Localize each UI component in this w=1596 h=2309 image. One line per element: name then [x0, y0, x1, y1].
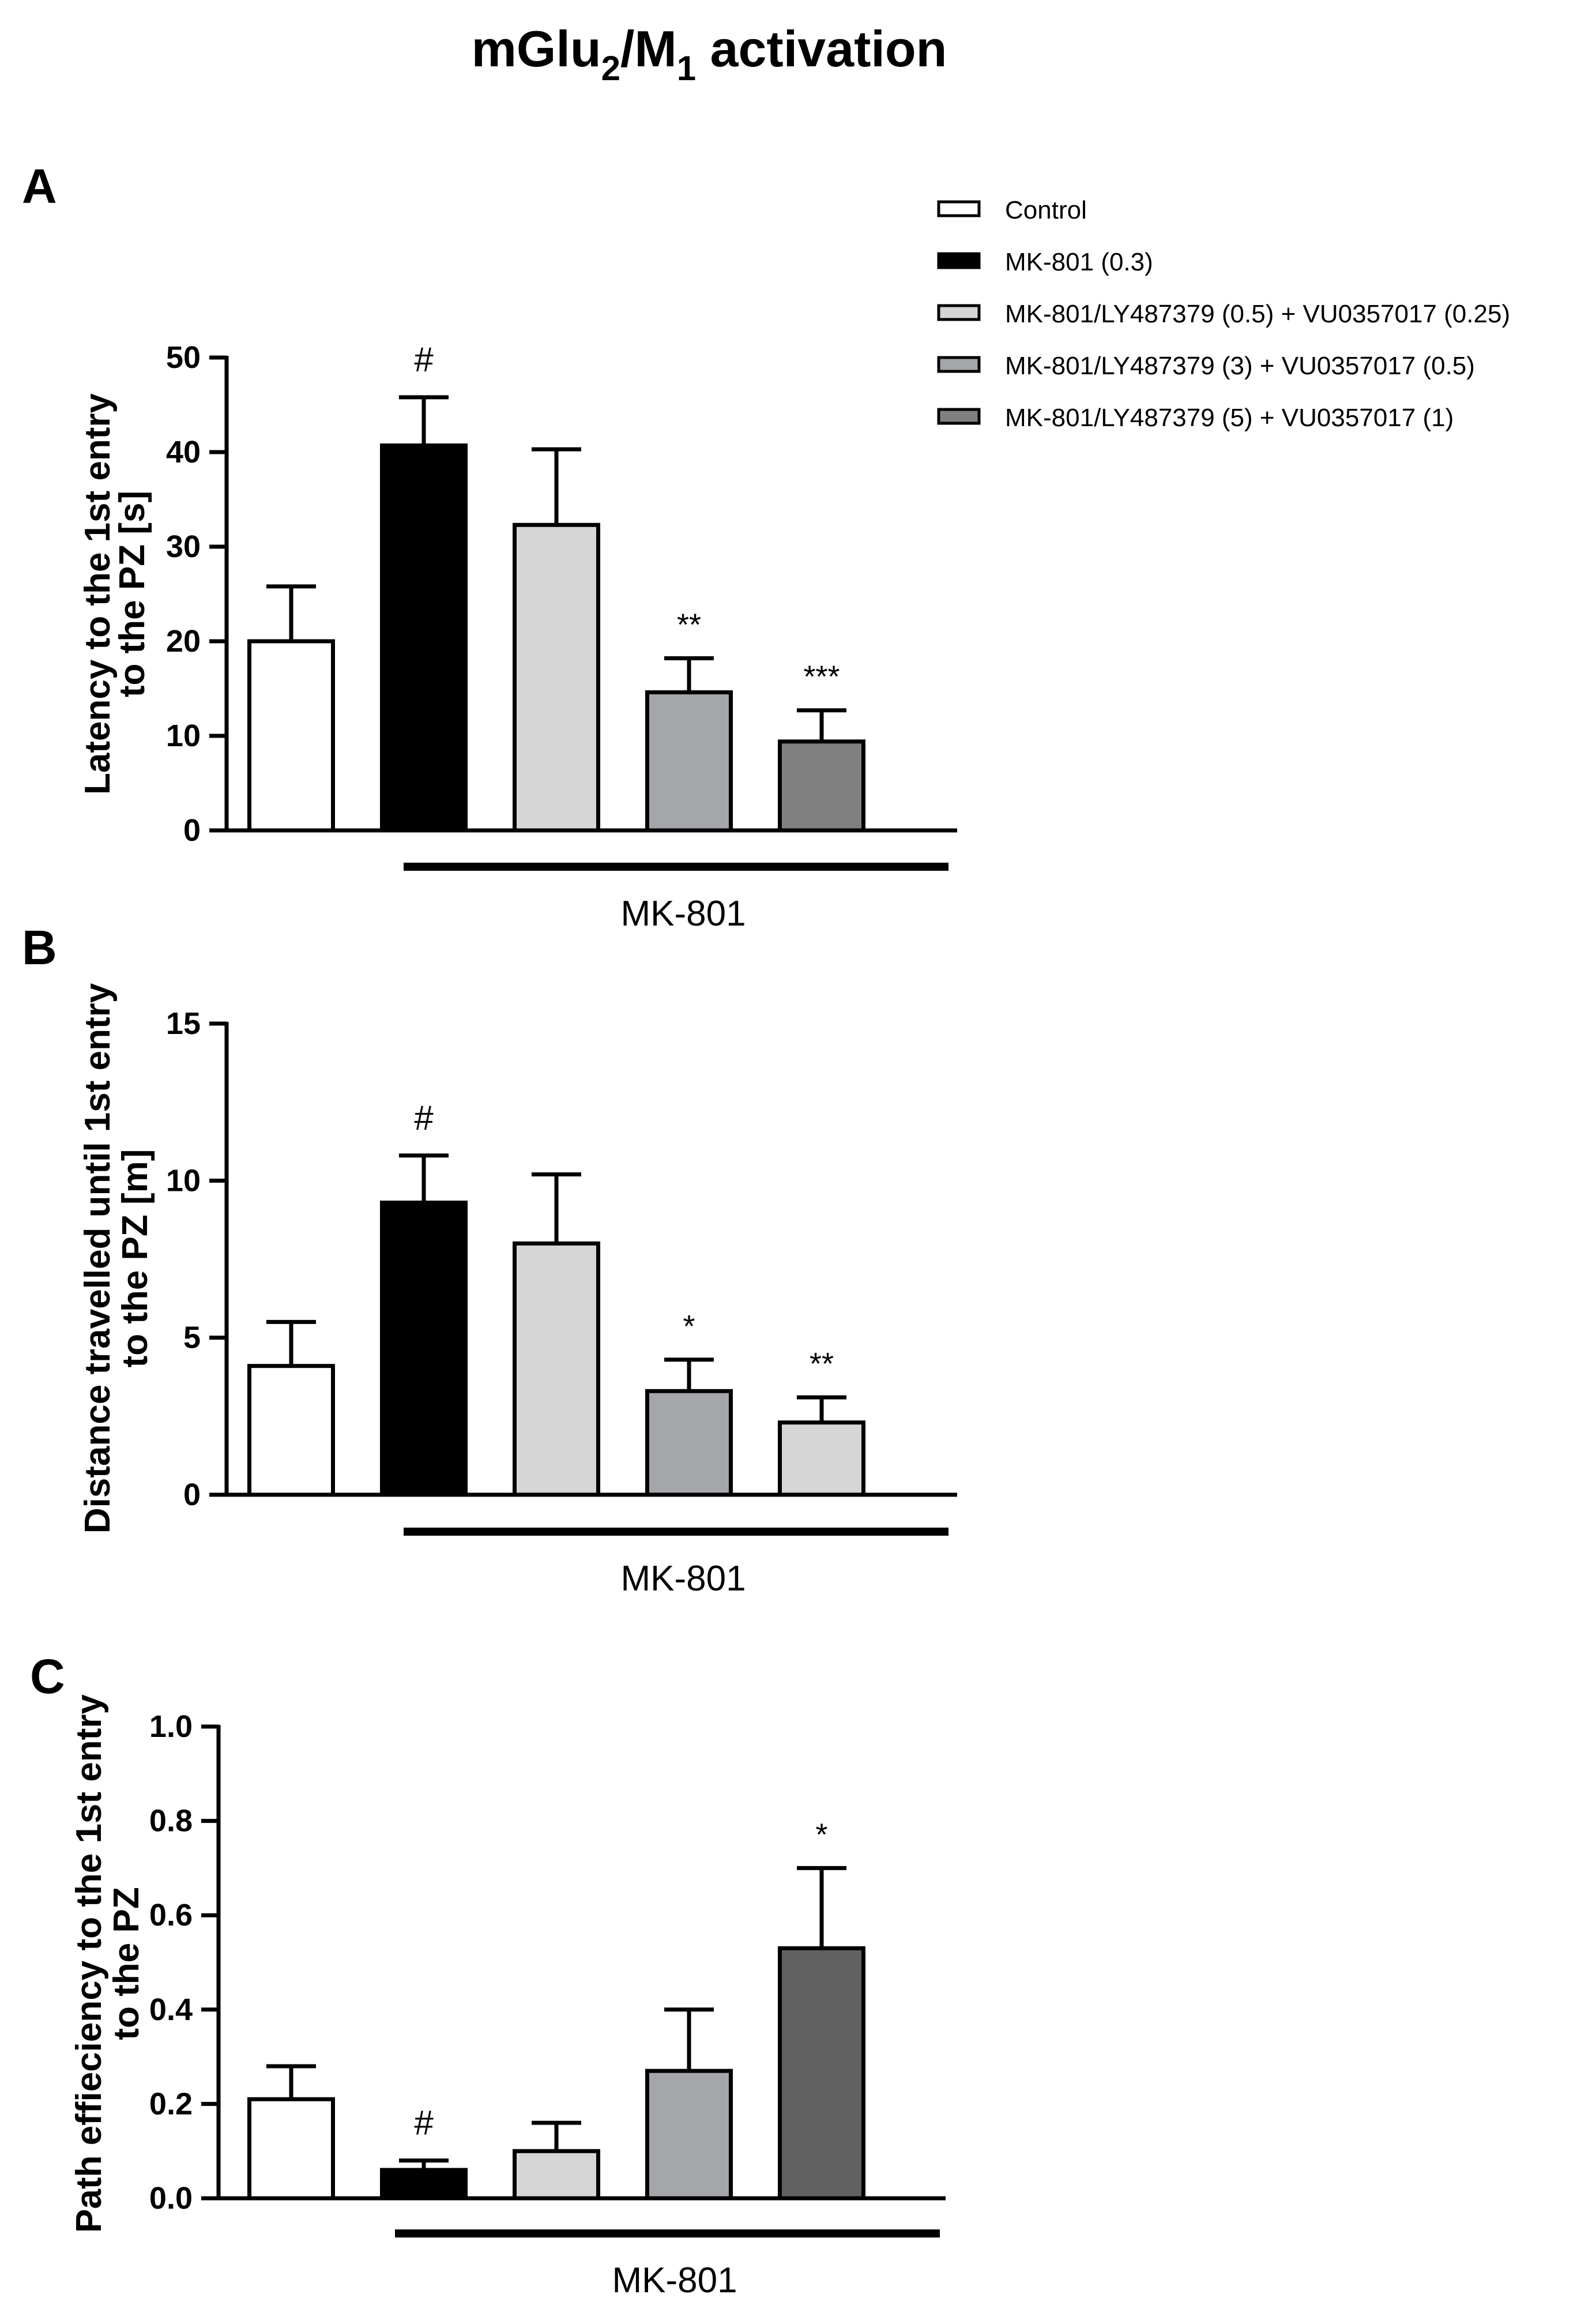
figure-title: mGlu2/M1 activation — [472, 20, 947, 88]
panel-a-significance-marker: ** — [677, 608, 701, 642]
panel-c-y-label: Path effieciency to the 1st entry — [69, 1694, 109, 2233]
legend-swatch-3 — [937, 356, 981, 373]
legend-swatch-2 — [937, 304, 981, 321]
panel-c: 0.0 0.2 0.4 0.6 0.8 1.0 Path effieciency to th… — [69, 1694, 946, 2300]
panel-b-y-tick-label: 5 — [183, 1321, 201, 1355]
panel-c-y-tick-label: 0.2 — [149, 2086, 193, 2121]
panel-b-bar — [778, 1420, 865, 1497]
legend-swatch-0 — [937, 200, 981, 217]
panel-c-y-label: to the PZ — [107, 1887, 146, 2040]
panel-c-bar — [645, 2069, 733, 2201]
panel-letter-c: C — [30, 1649, 65, 1703]
panel-b-bar — [513, 1241, 600, 1497]
panel-c-y-tick-label: 0.6 — [149, 1898, 193, 1932]
panel-c-y-tick-label: 0.8 — [149, 1804, 193, 1838]
panel-a-y-tick-label: 0 — [183, 813, 201, 848]
panel-b-y-label: to the PZ [m] — [115, 1149, 155, 1368]
title-sub1: 2 — [601, 49, 620, 88]
panel-b-significance-marker: * — [683, 1309, 695, 1344]
panel-b-y-label: Distance travelled until 1st entry — [78, 983, 118, 1533]
panel-a-significance-marker: *** — [803, 660, 840, 694]
panel-a-y-tick-label: 40 — [166, 435, 201, 469]
legend: Control MK-801 (0.3) MK-801/LY487379 (0.5)… — [937, 196, 1510, 432]
legend-swatch-4 — [937, 408, 981, 425]
panel-letter-a: A — [22, 159, 57, 213]
panel-b-bar — [247, 1364, 335, 1497]
title-mid: /M — [620, 20, 677, 77]
legend-label-4: MK-801/LY487379 (5) + VU0357017 (1) — [1005, 404, 1454, 432]
panel-c-significance-marker: * — [815, 1817, 827, 1852]
panel-a-group-label: MK-801 — [620, 894, 746, 934]
panel-b: 0 5 10 15 Distance travelled until 1st entry… — [78, 983, 957, 1599]
panel-c-bar — [778, 1946, 865, 2201]
panel-c-significance-marker: # — [414, 2104, 434, 2142]
title-prefix: mGlu — [472, 20, 601, 77]
panel-a-y-label: Latency to the 1st entry — [78, 393, 118, 795]
panel-b-y-tick-label: 0 — [183, 1477, 201, 1512]
panel-b-y-tick-label: 15 — [166, 1006, 201, 1041]
panel-b-y-tick-label: 10 — [166, 1163, 201, 1198]
panel-a-y-tick-label: 20 — [166, 624, 201, 659]
panel-b-group-label: MK-801 — [620, 1559, 746, 1599]
panel-c-bar — [513, 2149, 600, 2201]
panel-a-bar — [247, 639, 335, 833]
panel-a-bar — [778, 739, 865, 833]
panel-b-significance-marker: # — [414, 1099, 434, 1137]
legend-swatch-1 — [937, 252, 981, 269]
panel-a-bar — [380, 443, 468, 833]
panel-a-bar — [513, 522, 600, 833]
title-sub2: 1 — [677, 49, 696, 88]
panel-a-significance-marker: # — [414, 340, 434, 379]
panel-a-y-tick-label: 50 — [166, 340, 201, 375]
panel-a-y-tick-label: 30 — [166, 529, 201, 564]
panel-a-y-label: to the PZ [s] — [112, 491, 152, 697]
panel-c-y-tick-label: 0.0 — [149, 2181, 193, 2216]
panel-letter-b: B — [22, 920, 57, 975]
panel-b-bar — [645, 1389, 733, 1497]
panel-b-significance-marker: ** — [810, 1347, 834, 1381]
panel-c-bar — [380, 2168, 468, 2201]
panel-c-y-tick-label: 0.4 — [149, 1992, 193, 2027]
panel-b-bar — [380, 1200, 468, 1497]
panel-c-y-tick-label: 1.0 — [149, 1709, 193, 1744]
panel-c-bar — [247, 2097, 335, 2201]
legend-label-2: MK-801/LY487379 (0.5) + VU0357017 (0.25) — [1005, 300, 1510, 328]
panel-c-group-label: MK-801 — [612, 2261, 737, 2300]
panel-a-y-tick-label: 10 — [166, 719, 201, 753]
legend-label-3: MK-801/LY487379 (3) + VU0357017 (0.5) — [1005, 352, 1475, 380]
legend-label-0: Control — [1005, 196, 1087, 224]
legend-label-1: MK-801 (0.3) — [1005, 248, 1153, 276]
panel-a-bar — [645, 690, 733, 833]
title-suffix: activation — [696, 20, 947, 77]
